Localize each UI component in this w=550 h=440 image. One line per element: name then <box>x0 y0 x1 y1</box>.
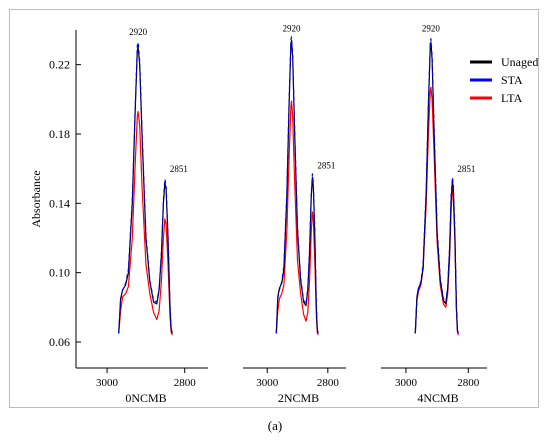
series-line-sta <box>118 41 173 334</box>
y-tick-label: 0.22 <box>49 58 70 72</box>
legend-label: STA <box>501 73 523 87</box>
y-tick-label: 0.06 <box>49 335 70 349</box>
panel-label: 0NCMB <box>125 391 166 405</box>
peak-label: 2920 <box>282 23 301 33</box>
panel-label: 4NCMB <box>417 391 458 405</box>
panel-label: 2NCMB <box>278 391 319 405</box>
legend-label: Unaged <box>501 55 538 69</box>
x-tick-label: 2800 <box>457 377 480 389</box>
x-tick-label: 3000 <box>395 377 418 389</box>
peak-label: 2851 <box>170 164 188 174</box>
peak-label: 2851 <box>317 160 335 170</box>
figure-caption: (a) <box>267 418 283 433</box>
series-line-lta <box>275 100 319 336</box>
x-tick-label: 3000 <box>256 377 279 389</box>
y-tick-label: 0.10 <box>49 266 70 280</box>
series-line-lta <box>118 110 173 336</box>
x-tick-label: 2800 <box>174 377 197 389</box>
y-tick-label: 0.14 <box>49 196 70 210</box>
y-tick-label: 0.18 <box>49 127 70 141</box>
peak-label: 2920 <box>129 27 148 37</box>
peak-label: 2851 <box>457 164 475 174</box>
series-line-unaged <box>118 46 173 334</box>
x-tick-label: 3000 <box>96 377 119 389</box>
figure-frame <box>9 9 539 408</box>
series-line-sta <box>275 36 319 334</box>
y-axis-label: Absorbance <box>29 170 43 227</box>
legend-label: LTA <box>501 91 523 105</box>
series-line-sta <box>414 38 459 334</box>
x-tick-label: 2800 <box>317 377 340 389</box>
peak-label: 2920 <box>422 23 441 33</box>
